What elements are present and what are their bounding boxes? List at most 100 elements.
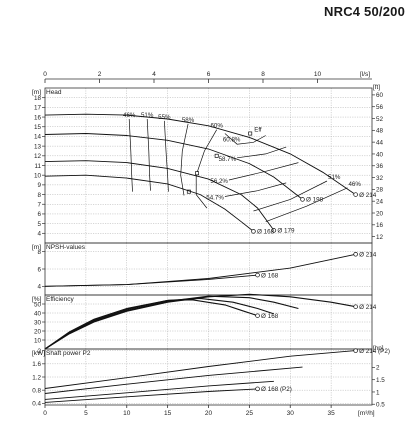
series-line-power-198-p2 <box>44 366 303 394</box>
series-line-head-168 <box>44 174 254 232</box>
efficiency-contour-label: 51% <box>141 112 154 119</box>
y2-axis-tick-label: 16 <box>376 222 384 229</box>
bottom-axis-tick-label: 30 <box>287 410 295 417</box>
y-axis-tick-label: 10 <box>34 337 42 344</box>
bottom-axis-tick-label: 0 <box>43 410 47 417</box>
top-axis-tick-label: 10 <box>314 71 322 78</box>
efficiency-contour-60 <box>195 129 218 209</box>
bottom-axis-tick-label: 25 <box>246 410 254 417</box>
y-axis-tick-label: 18 <box>34 95 42 102</box>
y-axis-tick-label: 50 <box>34 301 42 308</box>
series-line-npsh-214 <box>44 253 356 287</box>
y-axis-tick-label: 0.4 <box>32 401 41 408</box>
top-axis-tick-label: 6 <box>207 71 211 78</box>
y-axis-tick-label: 6 <box>37 211 41 218</box>
efficiency-contour-label: 60.8% <box>223 137 241 144</box>
y2-axis-tick-label: 20 <box>376 210 384 217</box>
efficiency-contour-58-7 <box>237 146 287 159</box>
bottom-axis-tick-label: 5 <box>84 410 88 417</box>
series-label: Ø 214 (P2) <box>359 348 390 355</box>
panel-label-npsh: NPSH-values <box>46 244 86 251</box>
efficiency-contour-label: 58.7% <box>219 156 237 163</box>
y2-axis-tick-label: 24 <box>376 198 384 205</box>
panel-unit-head: [m] <box>32 89 41 96</box>
series-end-marker <box>353 348 358 353</box>
panel-label-efficiency: Efficiency <box>46 296 74 303</box>
panel-label-head: Head <box>46 89 62 96</box>
panel-unit-power: [kW] <box>32 350 45 357</box>
efficiency-contour-56-2 <box>228 162 299 181</box>
series-label: Ø 214 <box>359 192 377 199</box>
series-line-head-214 <box>44 113 356 195</box>
series-line-efficiency-168 <box>44 299 258 350</box>
bottom-axis-tick-label: 15 <box>164 410 172 417</box>
y2-axis-unit: [ft] <box>373 84 380 91</box>
y2-axis-tick-label: 32 <box>376 175 384 182</box>
series-end-marker <box>300 197 305 202</box>
y-axis-tick-label: 0.8 <box>32 387 41 394</box>
efficiency-contour-54-7 <box>224 182 287 197</box>
efficiency-contour-60-8 <box>224 133 266 145</box>
efficiency-contour-label: 54.7% <box>206 195 224 202</box>
y2-axis-tick-label: 52 <box>376 116 384 123</box>
series-label: Ø 168 <box>261 272 279 279</box>
efficiency-contour-46 <box>265 187 348 223</box>
best-efficiency-point <box>195 171 200 176</box>
y-axis-tick-label: 4 <box>37 231 41 238</box>
y-axis-tick-label: 8 <box>37 192 41 199</box>
y-axis-tick-label: 4 <box>37 284 41 291</box>
series-end-marker <box>353 304 358 309</box>
series-end-marker <box>255 386 260 392</box>
y2-axis-tick-label: 40 <box>376 151 384 158</box>
efficiency-contour-label: 51% <box>328 174 341 181</box>
bottom-axis-tick-label: 20 <box>205 410 213 417</box>
series-end-marker <box>255 313 260 318</box>
top-axis-tick-label: 0 <box>43 71 47 78</box>
y-axis-tick-label: 7 <box>37 202 41 209</box>
y-axis-tick-label: 6 <box>37 266 41 273</box>
series-line-efficiency-198 <box>44 295 299 350</box>
y-axis-tick-label: 1.6 <box>32 361 41 368</box>
series-end-marker <box>353 192 358 197</box>
series-line-npsh-168 <box>44 274 258 287</box>
efficiency-contour-55 <box>164 120 169 192</box>
y-axis-tick-label: 5 <box>37 221 41 228</box>
efficiency-contour-label: 55% <box>158 114 171 121</box>
y2-axis-unit: [hp] <box>373 345 384 352</box>
y-axis-tick-label: 40 <box>34 310 42 317</box>
y-axis-tick-label: 14 <box>34 134 42 141</box>
best-efficiency-point <box>214 153 219 158</box>
series-label: Ø 168 <box>261 313 279 320</box>
series-label: Ø 179 <box>277 228 295 235</box>
series-label: Ø 214 <box>359 304 377 311</box>
top-axis-tick-label: 4 <box>152 71 156 78</box>
efficiency-contour-label: 56.2% <box>210 178 228 185</box>
bottom-axis-tick-label: 35 <box>328 410 336 417</box>
series-line-power-179-p2 <box>44 380 274 400</box>
y-axis-tick-label: 30 <box>34 319 42 326</box>
y-axis-tick-label: 10 <box>34 172 42 179</box>
series-label: Ø 198 <box>306 197 324 204</box>
y2-axis-tick-label: 12 <box>376 234 384 241</box>
efficiency-contour-46 <box>128 118 133 192</box>
y2-axis-tick-label: 56 <box>376 104 384 111</box>
series-line-head-179 <box>44 160 275 231</box>
panel-label-power: Shaft power P2 <box>46 350 91 357</box>
y-axis-tick-label: 11 <box>34 163 41 170</box>
series-label: Ø 214 <box>359 252 377 259</box>
y-axis-tick-label: 8 <box>37 249 41 256</box>
y2-axis-tick-label: 60 <box>376 92 384 99</box>
series-line-power-214-p2 <box>44 350 356 389</box>
panel-unit-npsh: [m] <box>32 244 41 251</box>
y-axis-tick-label: 9 <box>37 182 41 189</box>
y-axis-tick-label: 20 <box>34 328 42 335</box>
top-axis-tick-label: 2 <box>98 71 102 78</box>
efficiency-contour-58 <box>180 123 189 196</box>
eff-label: Eff <box>254 127 262 134</box>
series-line-power-168-p2 <box>44 388 258 403</box>
series-line-head-198 <box>44 133 303 200</box>
page-title: NRC4 50/200 <box>324 4 405 19</box>
series-end-marker <box>353 252 358 257</box>
series-end-marker <box>251 229 256 234</box>
